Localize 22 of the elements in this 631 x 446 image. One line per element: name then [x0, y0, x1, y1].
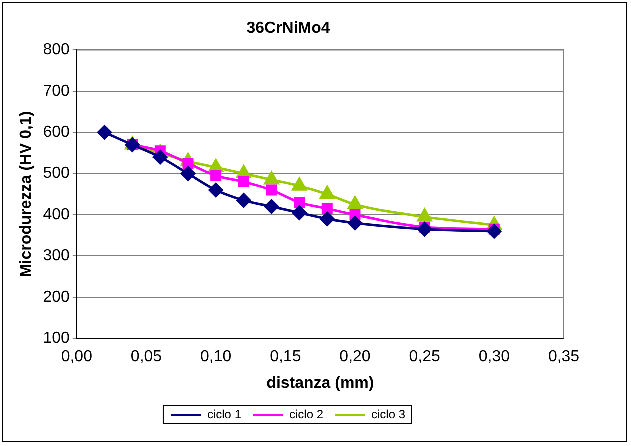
- legend-label: ciclo 3: [372, 407, 406, 422]
- x-tick-label: 0,00: [61, 348, 93, 366]
- x-tick-label: 0,15: [270, 348, 302, 366]
- y-tick-label: 700: [43, 82, 70, 100]
- chart-title: 36CrNiMo4: [246, 20, 330, 38]
- x-tick-label: 0,10: [200, 348, 232, 366]
- y-tick-label: 500: [43, 165, 70, 182]
- y-tick-label: 200: [43, 288, 70, 306]
- x-tick-label: 0,35: [548, 348, 580, 366]
- y-tick-label: 600: [43, 124, 70, 142]
- x-axis-title: distanza (mm): [266, 374, 374, 392]
- x-tick-label: 0,25: [409, 348, 440, 366]
- y-tick-label: 400: [43, 206, 70, 224]
- x-tick-label: 0,05: [130, 348, 162, 366]
- x-tick-label: 0,20: [340, 348, 371, 366]
- x-tick-label: 0,30: [478, 348, 510, 366]
- y-tick-label: 800: [43, 42, 70, 59]
- y-tick-label: 300: [43, 248, 70, 265]
- legend-label: ciclo 1: [207, 407, 242, 422]
- y-tick-label: 100: [43, 330, 70, 348]
- y-axis-title: Microdurezza (HV 0,1): [18, 111, 36, 278]
- legend-label: ciclo 2: [289, 407, 324, 422]
